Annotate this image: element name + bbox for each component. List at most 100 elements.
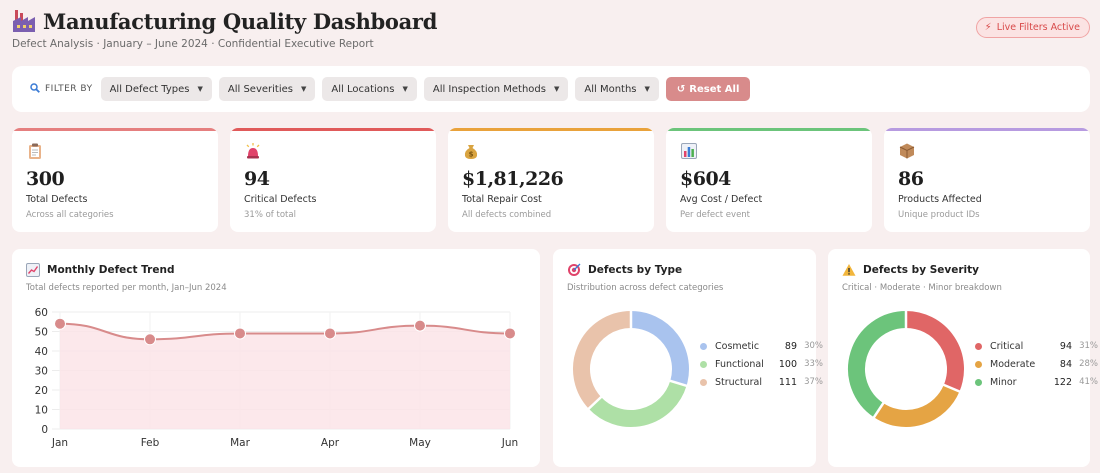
x-tick-label: May bbox=[409, 437, 431, 449]
legend-item: Structural 111 37% bbox=[700, 373, 823, 391]
kpi-value: $604 bbox=[680, 168, 731, 190]
kpi-accent-bar bbox=[884, 128, 1090, 131]
card-title: Monthly Defect Trend bbox=[26, 263, 174, 277]
kpi-value: 300 bbox=[26, 168, 65, 190]
kpi-subtext: Unique product IDs bbox=[898, 210, 980, 220]
type-donut-chart bbox=[573, 310, 689, 427]
bar-chart-icon bbox=[680, 142, 698, 160]
x-tick-label: Feb bbox=[141, 437, 160, 449]
legend-swatch bbox=[975, 378, 982, 386]
defects-by-type-card: Defects by Type Distribution across defe… bbox=[553, 249, 823, 467]
y-tick-label: 50 bbox=[35, 327, 48, 339]
slice-separator bbox=[587, 395, 603, 411]
data-point bbox=[234, 327, 246, 340]
legend-value: 100 bbox=[778, 358, 797, 370]
legend-item: Minor 122 41% bbox=[975, 373, 1098, 391]
donut-slice bbox=[905, 311, 964, 392]
slice-separator bbox=[872, 401, 885, 419]
donut-slice bbox=[848, 311, 907, 418]
x-tick-label: Apr bbox=[321, 437, 340, 449]
x-tick-label: Mar bbox=[230, 437, 250, 449]
dashboard-header: Manufacturing Quality Dashboard Defect A… bbox=[12, 8, 1090, 60]
legend-value: 84 bbox=[1059, 358, 1072, 370]
search-icon bbox=[30, 82, 40, 96]
legend-label: Functional bbox=[715, 358, 764, 370]
kpi-value: $1,81,226 bbox=[462, 168, 564, 190]
x-tick-label: Jun bbox=[501, 437, 518, 449]
severity-dropdown[interactable]: All Severities ▼ bbox=[218, 77, 316, 101]
warning-icon bbox=[842, 263, 856, 277]
kpi-critical-defects: 94 Critical Defects 31% of total bbox=[230, 128, 436, 232]
live-filters-badge[interactable]: ⚡ Live Filters Active bbox=[975, 17, 1090, 38]
caret-down-icon: ▼ bbox=[644, 85, 650, 93]
kpi-label: Avg Cost / Defect bbox=[680, 194, 763, 205]
donut-slice bbox=[573, 311, 632, 409]
legend-value: 111 bbox=[778, 376, 797, 388]
y-tick-label: 0 bbox=[41, 424, 48, 436]
donut-slice bbox=[873, 384, 960, 427]
y-tick-label: 40 bbox=[35, 346, 48, 358]
kpi-label: Total Repair Cost bbox=[462, 194, 542, 205]
donut-slice bbox=[588, 380, 687, 427]
legend-swatch bbox=[700, 378, 707, 386]
factory-icon bbox=[12, 8, 36, 34]
month-dropdown[interactable]: All Months ▼ bbox=[575, 77, 659, 101]
card-subtitle: Total defects reported per month, Jan–Ju… bbox=[26, 283, 227, 293]
caret-down-icon: ▼ bbox=[197, 85, 203, 93]
legend-value: 122 bbox=[1053, 376, 1072, 388]
reset-all-button[interactable]: ↺ Reset All bbox=[665, 77, 751, 101]
type-legend: Cosmetic 89 30% Functional 100 33% Struc… bbox=[700, 337, 823, 391]
live-filters-label: Live Filters Active bbox=[996, 22, 1080, 33]
legend-label: Critical bbox=[990, 340, 1024, 352]
legend-label: Structural bbox=[715, 376, 763, 388]
series-line bbox=[59, 322, 511, 341]
caret-down-icon: ▼ bbox=[300, 85, 307, 93]
defect-type-dropdown[interactable]: All Defect Types ▼ bbox=[100, 77, 212, 101]
filter-bar: FILTER BY All Defect Types ▼ All Severiti… bbox=[12, 66, 1090, 112]
legend-item: Critical 94 31% bbox=[975, 337, 1098, 355]
kpi-value: 94 bbox=[244, 168, 270, 190]
kpi-avg-cost-per-defect: $604 Avg Cost / Defect Per defect event bbox=[666, 128, 872, 232]
kpi-products-affected: 86 Products Affected Unique product IDs bbox=[884, 128, 1090, 232]
legend-label: Minor bbox=[990, 376, 1017, 388]
legend-item: Moderate 84 28% bbox=[975, 355, 1098, 373]
y-tick-label: 30 bbox=[35, 366, 48, 378]
data-point bbox=[504, 327, 516, 340]
kpi-accent-bar bbox=[230, 128, 436, 131]
clipboard-icon bbox=[26, 142, 44, 160]
inspection-method-dropdown[interactable]: All Inspection Methods ▼ bbox=[423, 77, 569, 101]
kpi-label: Critical Defects bbox=[244, 194, 317, 205]
donut-slice bbox=[630, 311, 689, 386]
location-dropdown[interactable]: All Locations ▼ bbox=[322, 77, 417, 101]
legend-label: Moderate bbox=[990, 358, 1036, 370]
card-title: Defects by Type bbox=[567, 263, 682, 277]
kpi-subtext: All defects combined bbox=[462, 210, 552, 220]
line-chart: 0 10 20 30 40 50 60 Jan Feb Mar Apr May Jun bbox=[35, 307, 519, 449]
slice-separator bbox=[942, 383, 961, 394]
legend-percent: 33% bbox=[804, 359, 823, 369]
y-tick-label: 10 bbox=[35, 405, 48, 417]
defects-by-severity-card: Defects by Severity Critical · Moderate … bbox=[828, 249, 1098, 467]
legend-swatch bbox=[700, 342, 707, 350]
page-subtitle: Defect Analysis · January – June 2024 · … bbox=[12, 38, 374, 50]
alarm-siren-icon bbox=[244, 142, 262, 160]
monthly-trend-card: Monthly Defect Trend Total defects repor… bbox=[12, 249, 540, 467]
kpi-total-repair-cost: $ $1,81,226 Total Repair Cost All defect… bbox=[448, 128, 654, 232]
data-point bbox=[414, 319, 426, 332]
legend-value: 94 bbox=[1059, 340, 1072, 352]
legend-item: Cosmetic 89 30% bbox=[700, 337, 823, 355]
package-icon bbox=[898, 142, 916, 160]
data-point bbox=[144, 333, 156, 346]
svg-text:$: $ bbox=[469, 151, 474, 159]
kpi-accent-bar bbox=[666, 128, 872, 131]
legend-swatch bbox=[975, 342, 982, 350]
kpi-label: Products Affected bbox=[898, 194, 982, 205]
legend-percent: 41% bbox=[1079, 377, 1098, 387]
card-subtitle: Critical · Moderate · Minor breakdown bbox=[842, 283, 1002, 293]
caret-down-icon: ▼ bbox=[553, 85, 560, 93]
legend-label: Cosmetic bbox=[715, 340, 760, 352]
severity-legend: Critical 94 31% Moderate 84 28% Minor 12… bbox=[975, 337, 1098, 391]
legend-percent: 37% bbox=[804, 377, 823, 387]
kpi-accent-bar bbox=[12, 128, 218, 131]
legend-percent: 31% bbox=[1079, 341, 1098, 351]
